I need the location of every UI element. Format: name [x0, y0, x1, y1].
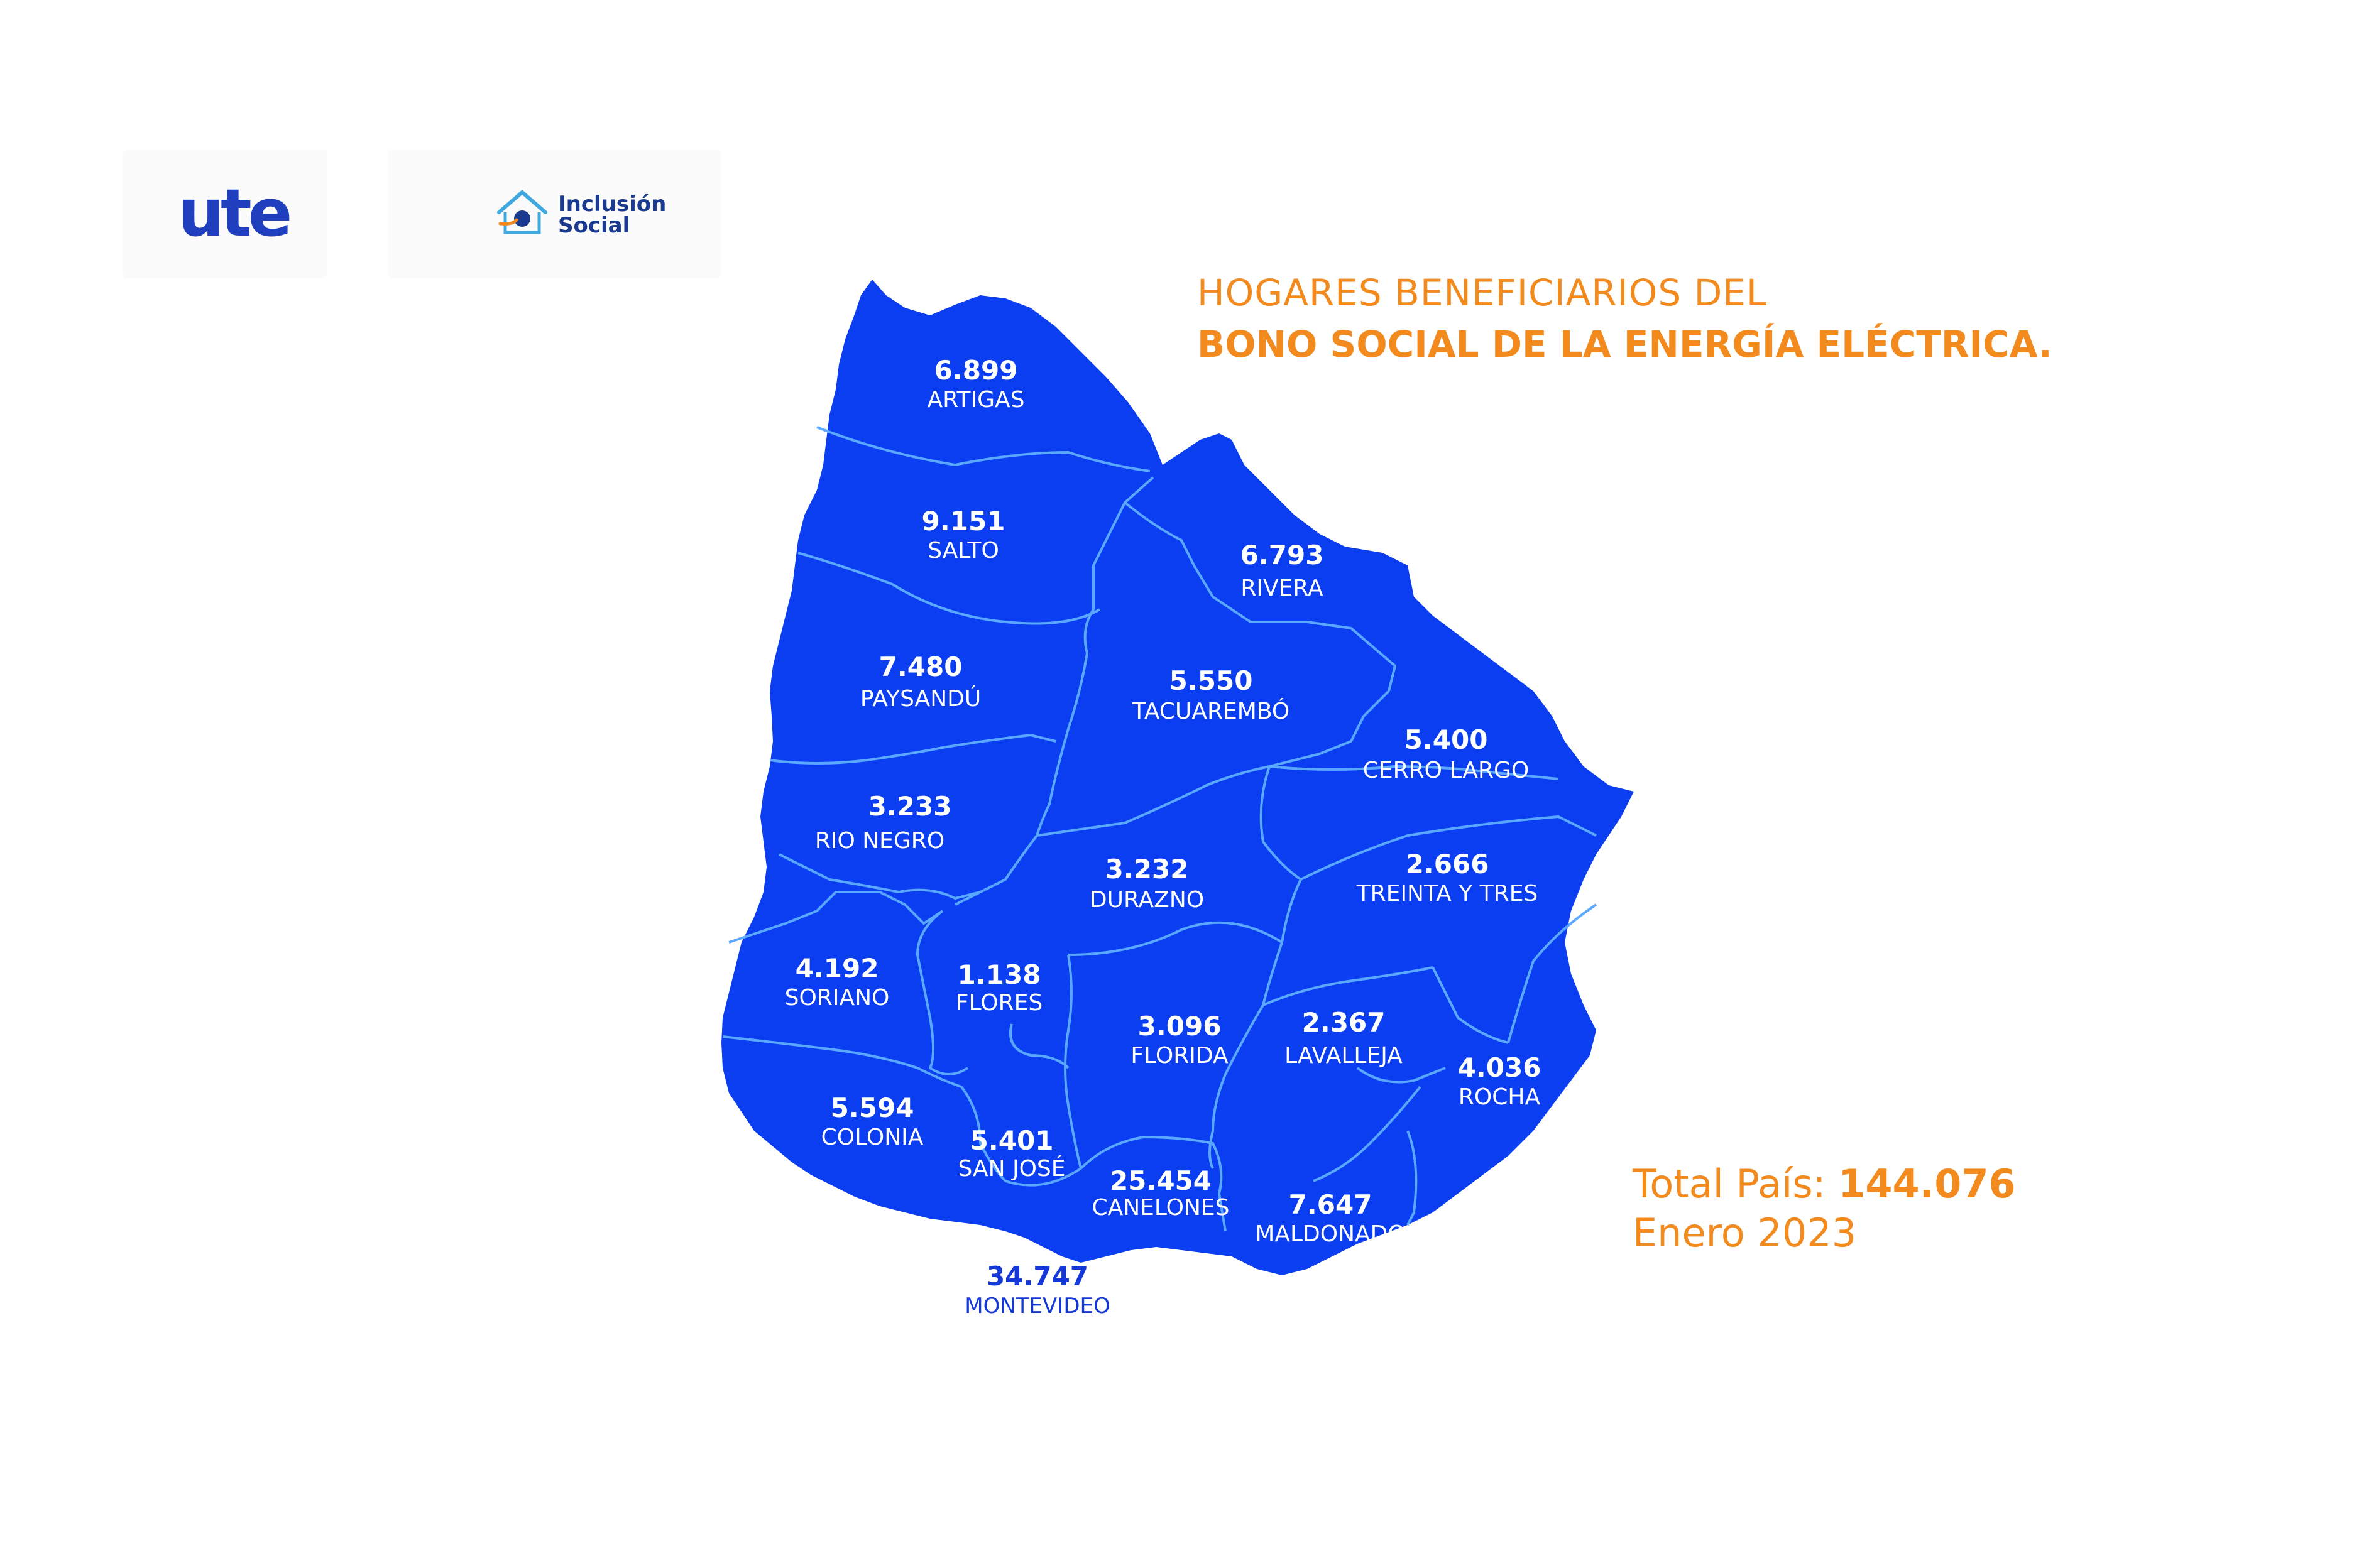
florida-name: FLORIDA [1131, 1043, 1229, 1069]
maldonado-value: 7.647 [1289, 1189, 1372, 1220]
label-canelones: 25.454 CANELONES [1092, 1165, 1229, 1221]
montevideo-value: 34.747 [987, 1261, 1088, 1292]
lavalleja-value: 2.367 [1302, 1007, 1386, 1038]
label-treinta-y-tres: 2.666 TREINTA Y TRES [1356, 849, 1538, 906]
label-rivera: 6.793 RIVERA [1240, 540, 1324, 601]
label-tacuarembo: 5.550 TACUAREMBÓ [1132, 665, 1290, 724]
label-paysandu: 7.480 PAYSANDÚ [860, 651, 981, 712]
flores-value: 1.138 [958, 959, 1041, 990]
san-jose-value: 5.401 [970, 1125, 1054, 1156]
durazno-name: DURAZNO [1090, 887, 1204, 913]
rocha-name: ROCHA [1459, 1084, 1541, 1110]
cerro-largo-name: CERRO LARGO [1363, 758, 1529, 783]
total-pais: Total País: 144.076 [1633, 1161, 2016, 1207]
treinta-y-tres-name: TREINTA Y TRES [1356, 881, 1538, 906]
artigas-name: ARTIGAS [927, 387, 1024, 413]
label-montevideo: 34.747 MONTEVIDEO [965, 1261, 1110, 1319]
total-value: 144.076 [1838, 1161, 2016, 1207]
label-cerro-largo: 5.400 CERRO LARGO [1363, 724, 1529, 783]
colonia-name: COLONIA [821, 1124, 924, 1150]
paysandu-name: PAYSANDÚ [860, 685, 981, 712]
lavalleja-name: LAVALLEJA [1284, 1043, 1403, 1069]
label-rio-negro: 3.233 RIO NEGRO [815, 791, 952, 854]
artigas-value: 6.899 [934, 355, 1018, 386]
inclusion-social-logo: Inclusión Social [388, 150, 721, 278]
label-salto: 9.151 SALTO [922, 506, 1005, 564]
ute-logo: ute [123, 150, 327, 278]
salto-name: SALTO [928, 538, 999, 564]
label-florida: 3.096 FLORIDA [1131, 1011, 1229, 1069]
san-jose-name: SAN JOSÉ [958, 1155, 1065, 1182]
florida-value: 3.096 [1138, 1011, 1222, 1042]
department-borders [722, 426, 1597, 1232]
canelones-value: 25.454 [1110, 1165, 1212, 1196]
canelones-name: CANELONES [1092, 1195, 1229, 1221]
label-durazno: 3.232 DURAZNO [1090, 854, 1204, 913]
soriano-value: 4.192 [796, 953, 879, 984]
colonia-value: 5.594 [831, 1092, 914, 1123]
label-soriano: 4.192 SORIANO [785, 953, 890, 1011]
soriano-name: SORIANO [785, 985, 890, 1011]
inclusion-social-text: Inclusión Social [558, 193, 666, 236]
label-lavalleja: 2.367 LAVALLEJA [1284, 1007, 1403, 1069]
treinta-y-tres-value: 2.666 [1406, 849, 1489, 879]
salto-value: 9.151 [922, 506, 1005, 536]
tacuarembo-value: 5.550 [1169, 665, 1253, 696]
inclusion-word: Inclusión [558, 192, 667, 217]
cerro-largo-value: 5.400 [1404, 724, 1488, 755]
rivera-name: RIVERA [1240, 575, 1323, 601]
durazno-value: 3.232 [1105, 854, 1189, 885]
title-line-1: HOGARES BENEFICIARIOS DEL [1197, 271, 1768, 314]
social-word: Social [558, 213, 630, 238]
country-outline [721, 280, 1634, 1275]
paysandu-value: 7.480 [879, 651, 963, 682]
label-artigas: 6.899 ARTIGAS [927, 355, 1024, 413]
label-flores: 1.138 FLORES [956, 959, 1043, 1016]
rio-negro-value: 3.233 [868, 791, 952, 822]
label-maldonado: 7.647 MALDONADO [1255, 1189, 1405, 1247]
label-san-jose: 5.401 SAN JOSÉ [958, 1125, 1065, 1182]
rocha-value: 4.036 [1458, 1052, 1541, 1083]
ute-logo-text: ute [178, 175, 292, 251]
flores-name: FLORES [956, 990, 1043, 1016]
montevideo-name: MONTEVIDEO [965, 1293, 1110, 1319]
tacuarembo-name: TACUAREMBÓ [1132, 698, 1290, 724]
rio-negro-name: RIO NEGRO [815, 828, 944, 854]
label-colonia: 5.594 COLONIA [821, 1092, 924, 1150]
title-line-2: BONO SOCIAL DE LA ENERGÍA ELÉCTRICA. [1197, 323, 2052, 366]
house-plug-icon [497, 190, 547, 234]
total-date: Enero 2023 [1633, 1210, 1857, 1256]
total-label: Total País: [1633, 1161, 1839, 1207]
label-rocha: 4.036 ROCHA [1458, 1052, 1541, 1110]
rivera-value: 6.793 [1240, 540, 1324, 570]
maldonado-name: MALDONADO [1255, 1221, 1405, 1247]
